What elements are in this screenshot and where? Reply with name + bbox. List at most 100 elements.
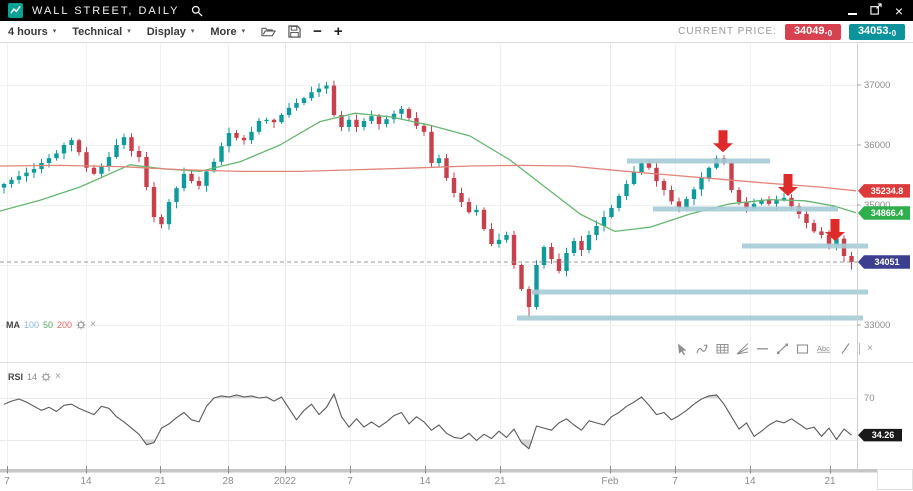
candle-body	[466, 202, 472, 213]
zoom-in-button[interactable]	[334, 24, 343, 39]
down-arrow-annotation[interactable]	[825, 219, 845, 241]
candle	[661, 178, 667, 196]
candle-body	[849, 256, 854, 262]
text-tool-icon[interactable]: Abc	[816, 342, 832, 355]
candle	[564, 247, 569, 277]
timeframe-dropdown[interactable]: 4 hours	[8, 26, 56, 38]
more-dropdown[interactable]: More	[210, 26, 245, 38]
close-icon[interactable]	[895, 4, 903, 18]
candle	[459, 187, 464, 208]
candle-body	[699, 178, 704, 190]
svg-text:Abc: Abc	[817, 344, 830, 353]
candle	[699, 172, 704, 196]
candle	[106, 151, 112, 172]
x-axis-tick-label: 7	[672, 476, 678, 487]
rsi-remove-icon[interactable]	[55, 372, 61, 382]
candle-body	[121, 137, 127, 145]
candle-body	[789, 197, 794, 207]
candle	[249, 126, 254, 144]
ma50-value-badge-text: 34866.4	[871, 208, 904, 218]
candle-body	[339, 115, 344, 127]
candle	[691, 186, 697, 206]
ma-100-period-label: 100	[24, 320, 40, 330]
candle-body	[601, 217, 607, 226]
rsi-value-badge-text: 34.26	[872, 430, 895, 440]
candle	[579, 235, 584, 256]
candle	[496, 233, 502, 248]
horizontal-scrollbar[interactable]	[0, 469, 877, 473]
save-icon[interactable]	[288, 25, 301, 38]
popout-icon[interactable]	[870, 2, 882, 20]
minimize-icon[interactable]	[847, 7, 857, 15]
instrument-title: WALL STREET, DAILY	[32, 4, 180, 17]
candle-body	[174, 188, 179, 202]
rsi-settings-gear-icon[interactable]	[41, 372, 51, 382]
timeframe-dropdown-label: 4 hours	[8, 25, 48, 38]
open-folder-icon[interactable]	[261, 25, 277, 38]
down-arrow-annotation[interactable]	[713, 130, 733, 153]
display-dropdown[interactable]: Display	[147, 26, 195, 38]
search-icon[interactable]	[191, 5, 203, 17]
current-price-badge: 34051	[858, 255, 910, 269]
candle	[1, 182, 7, 194]
candle	[196, 176, 202, 190]
candle	[819, 227, 824, 239]
line-tool-icon[interactable]	[839, 342, 852, 355]
candle-body	[834, 238, 839, 246]
grid-tool-icon[interactable]	[716, 342, 729, 355]
candle-body	[556, 259, 562, 271]
candle	[616, 193, 622, 212]
candle	[759, 198, 764, 206]
candle-body	[226, 133, 232, 147]
price-decimal-digit: 0	[891, 28, 897, 38]
candle	[331, 80, 337, 118]
candle-body	[736, 190, 742, 202]
candle	[849, 251, 854, 270]
fan-lines-tool-icon[interactable]	[736, 342, 749, 355]
pointer-tool-icon[interactable]	[676, 342, 689, 355]
candle	[481, 207, 487, 231]
candle	[114, 138, 119, 159]
candle	[841, 235, 847, 262]
candle	[151, 181, 157, 223]
zoom-out-button[interactable]	[313, 24, 322, 39]
candle-body	[331, 85, 337, 115]
candle	[346, 115, 352, 132]
candle-body	[399, 109, 404, 114]
ma50-value-badge-shape	[858, 206, 910, 220]
ma-remove-icon[interactable]	[90, 320, 96, 330]
technical-dropdown[interactable]: Technical	[72, 26, 130, 38]
down-arrow-annotation[interactable]	[778, 174, 798, 196]
buy-price-badge[interactable]: 34053. 0	[849, 23, 905, 40]
elbow-line-tool-icon[interactable]	[696, 342, 709, 355]
horizontal-line-tool-icon[interactable]	[756, 342, 769, 355]
candle-body	[354, 119, 359, 127]
candle-body	[241, 137, 247, 141]
ma50-value-badge: 34866.4	[858, 206, 910, 220]
candle	[69, 137, 74, 152]
candle	[301, 96, 307, 106]
x-axis-tick-label: 21	[824, 476, 836, 487]
candle-body	[639, 163, 644, 172]
candle	[294, 98, 299, 111]
drawing-toolbar-close-icon[interactable]	[867, 344, 873, 354]
candle	[159, 214, 164, 229]
candle	[526, 286, 532, 317]
candle-body	[234, 133, 239, 138]
rectangle-tool-icon[interactable]	[796, 342, 809, 355]
candle	[406, 107, 412, 121]
candle-body	[766, 200, 772, 204]
candle-body	[504, 235, 509, 240]
ma-settings-gear-icon[interactable]	[76, 320, 86, 330]
window-controls	[847, 2, 903, 20]
candle-body	[46, 158, 52, 163]
trendline-tool-icon[interactable]	[776, 342, 789, 355]
candle	[369, 110, 374, 125]
candle	[256, 117, 262, 135]
candle-body	[406, 109, 412, 118]
candle	[811, 219, 817, 234]
candle-body	[444, 158, 449, 178]
candle	[339, 111, 344, 132]
sell-price-badge[interactable]: 34049. 0	[785, 23, 841, 40]
